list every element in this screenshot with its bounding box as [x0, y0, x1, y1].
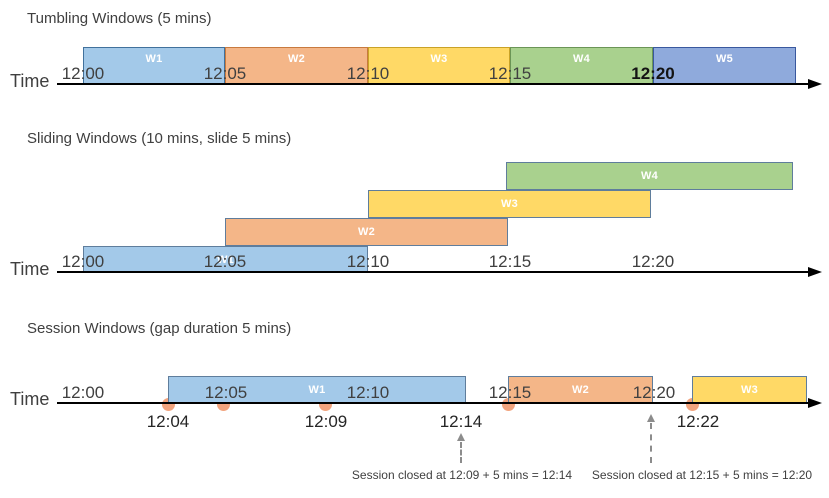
tumbling-section-title: Tumbling Windows (5 mins): [27, 10, 212, 27]
tick-label: 12:10: [346, 252, 390, 271]
tick-label: 12:10: [346, 383, 390, 402]
time-axis-arrowhead-tumbling: [808, 79, 822, 89]
tick-label: 12:15: [488, 252, 532, 271]
tick-label: 12:00: [61, 64, 105, 83]
dashed-up-arrow-icon: [647, 414, 655, 422]
tumbling-window-w5: W5: [653, 47, 796, 84]
sliding-section-title: Sliding Windows (10 mins, slide 5 mins): [27, 130, 292, 147]
dashed-arrow-line: [650, 423, 652, 463]
tick-label: 12:15: [488, 64, 532, 83]
session-closed-annotation: Session closed at 12:15 + 5 mins = 12:20: [591, 468, 813, 482]
window-label: W2: [287, 53, 306, 65]
window-label: W3: [740, 384, 759, 396]
window-label: W4: [640, 170, 659, 182]
time-axis-label-sliding: Time: [10, 259, 50, 279]
event-time-label: 12:14: [439, 412, 483, 431]
tick-label: 12:05: [203, 64, 247, 83]
session-section-title: Session Windows (gap duration 5 mins): [27, 320, 292, 337]
time-axis-label-session: Time: [10, 389, 50, 409]
dashed-arrow-line: [460, 442, 462, 463]
window-label: W2: [571, 384, 590, 396]
window-label: W1: [308, 384, 326, 396]
time-axis-label-tumbling: Time: [10, 71, 50, 91]
tick-label: 12:00: [61, 383, 105, 402]
sliding-window-w4: W4: [506, 162, 793, 190]
tick-label: 12:00: [61, 252, 105, 271]
session-window-w3: W3: [692, 376, 807, 404]
event-time-label: 12:09: [304, 412, 348, 431]
sliding-window-w1: W1: [83, 246, 368, 273]
tick-label: 12:05: [204, 383, 248, 402]
time-axis-tumbling: [57, 83, 809, 85]
time-axis-arrowhead-sliding: [808, 267, 822, 277]
dashed-up-arrow-icon: [457, 433, 465, 441]
tick-label: 12:20: [631, 64, 675, 83]
tumbling-window-w3: W3: [368, 47, 510, 84]
window-label: W1: [216, 253, 235, 266]
session-window-w1: W1: [168, 376, 466, 404]
window-label: W3: [430, 53, 448, 65]
window-label: W3: [500, 198, 519, 210]
sliding-window-w3: W3: [368, 190, 651, 218]
window-label: W4: [572, 53, 591, 65]
time-axis-sliding: [57, 271, 809, 273]
window-label: W1: [145, 53, 163, 65]
event-time-label: 12:22: [676, 412, 720, 431]
tick-label: 12:15: [488, 383, 532, 402]
sliding-window-w2: W2: [225, 218, 508, 246]
tick-label: 12:20: [631, 252, 675, 271]
session-closed-annotation: Session closed at 12:09 + 5 mins = 12:14: [351, 468, 573, 482]
window-label: W2: [357, 226, 376, 238]
tick-label: 12:20: [632, 383, 676, 402]
tick-label: 12:05: [203, 252, 247, 271]
tumbling-window-w1: W1: [83, 47, 225, 84]
time-axis-arrowhead-session: [808, 398, 822, 408]
tick-label: 12:10: [346, 64, 390, 83]
session-window-w2: W2: [508, 376, 653, 404]
time-axis-session: [57, 402, 809, 404]
event-time-label: 12:04: [146, 412, 190, 431]
window-label: W5: [715, 53, 734, 65]
